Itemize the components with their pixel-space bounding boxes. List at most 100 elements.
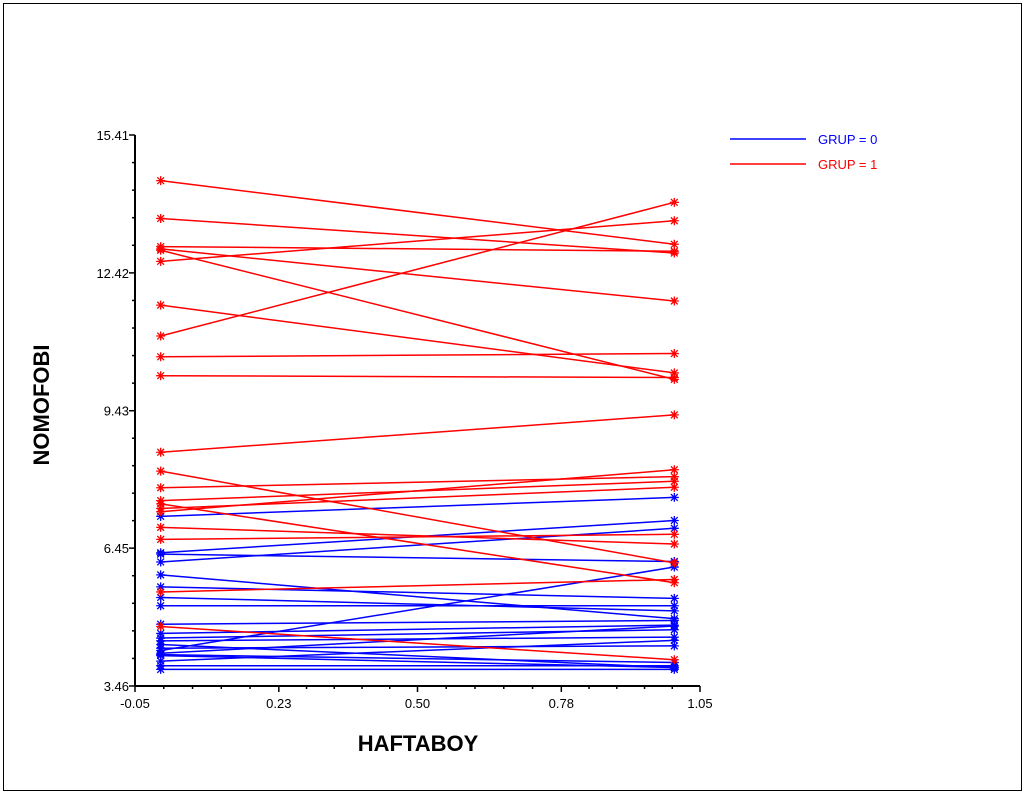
series-line [160, 645, 675, 649]
series-grup-0 [156, 492, 679, 674]
series-line [160, 374, 675, 379]
data-point-marker [669, 601, 679, 611]
series-line [160, 503, 675, 584]
data-point-marker [669, 476, 679, 486]
data-point-marker [156, 549, 166, 559]
legend-label-grup-1: GRUP = 1 [818, 157, 877, 172]
data-point-marker [156, 499, 166, 509]
chart-frame [3, 3, 1022, 791]
series-line [160, 526, 675, 545]
series-line [160, 496, 675, 518]
series-line [160, 352, 675, 358]
x-tick-label: 0.50 [405, 696, 430, 711]
data-point-marker [156, 176, 166, 186]
series-line [160, 574, 675, 620]
data-point-marker [156, 522, 166, 532]
data-point-marker [669, 655, 679, 665]
series-grup-1 [156, 176, 679, 665]
data-point-marker [156, 601, 166, 611]
series-line [160, 533, 675, 541]
x-tick-label: 1.05 [687, 696, 712, 711]
data-point-marker [669, 349, 679, 359]
data-point-marker [669, 296, 679, 306]
data-point-marker [669, 197, 679, 207]
data-point-marker [156, 466, 166, 476]
series-line [160, 586, 675, 600]
data-point-marker [156, 557, 166, 567]
series-line [160, 469, 675, 513]
series-line [160, 475, 675, 489]
series-line [160, 179, 675, 246]
data-point-marker [156, 587, 166, 597]
series-line [160, 248, 675, 302]
legend: GRUP = 0 GRUP = 1 [730, 132, 877, 172]
y-tick-label: 6.45 [104, 541, 129, 556]
y-tick-label: 12.42 [96, 266, 129, 281]
data-point-marker [669, 616, 679, 626]
series-line [160, 249, 675, 381]
data-point-marker [156, 213, 166, 223]
data-point-marker [669, 368, 679, 378]
series-line [160, 304, 675, 374]
data-point-marker [669, 216, 679, 226]
series-line [160, 217, 675, 254]
data-point-marker [156, 656, 166, 666]
series-line [160, 639, 675, 662]
data-point-marker [156, 511, 166, 521]
series-line [160, 625, 675, 661]
y-tick-label: 9.43 [104, 404, 129, 419]
series-line [160, 578, 675, 593]
data-point-marker [156, 507, 166, 517]
series-line [160, 527, 675, 563]
y-tick-labels: 3.46 6.45 9.43 12.42 15.41 [96, 128, 129, 694]
data-point-marker [669, 635, 679, 645]
data-point-marker [156, 300, 166, 310]
series-layer [156, 176, 679, 674]
data-point-marker [669, 558, 679, 568]
x-tick-label: 0.23 [266, 696, 291, 711]
y-tick-label: 3.46 [104, 679, 129, 694]
data-point-marker [156, 622, 166, 632]
data-point-marker [669, 606, 679, 616]
data-point-marker [156, 352, 166, 362]
data-point-marker [669, 523, 679, 533]
data-point-marker [156, 483, 166, 493]
series-line [160, 596, 675, 612]
data-point-marker [669, 482, 679, 492]
data-point-marker [669, 574, 679, 584]
y-axis-title: NOMOFOBI [29, 345, 54, 466]
data-point-marker [669, 239, 679, 249]
series-line [160, 201, 675, 337]
data-point-marker [669, 472, 679, 482]
data-point-marker [156, 534, 166, 544]
x-tick-label: 0.78 [549, 696, 574, 711]
data-point-marker [156, 651, 166, 661]
x-tick-labels: -0.05 0.23 0.50 0.78 1.05 [120, 696, 712, 711]
data-point-marker [669, 465, 679, 475]
series-line [160, 625, 675, 655]
data-point-marker [669, 539, 679, 549]
series-line [160, 220, 675, 263]
x-tick-label: -0.05 [120, 696, 150, 711]
data-point-marker [156, 582, 166, 592]
y-tick-label: 15.41 [96, 128, 129, 143]
data-point-marker [156, 331, 166, 341]
data-point-marker [669, 515, 679, 525]
data-point-marker [669, 246, 679, 256]
data-point-marker [669, 593, 679, 603]
data-point-marker [156, 447, 166, 457]
data-point-marker [669, 529, 679, 539]
legend-label-grup-0: GRUP = 0 [818, 132, 877, 147]
data-point-marker [156, 664, 166, 674]
series-line [160, 619, 675, 625]
data-point-marker [669, 664, 679, 674]
data-point-marker [669, 621, 679, 631]
data-point-marker [156, 256, 166, 266]
data-point-marker [669, 373, 679, 383]
minor-ticks [129, 134, 701, 692]
data-point-marker [156, 628, 166, 638]
series-line [160, 653, 675, 664]
x-axis-title: HAFTABOY [358, 731, 479, 756]
series-line [160, 245, 675, 252]
